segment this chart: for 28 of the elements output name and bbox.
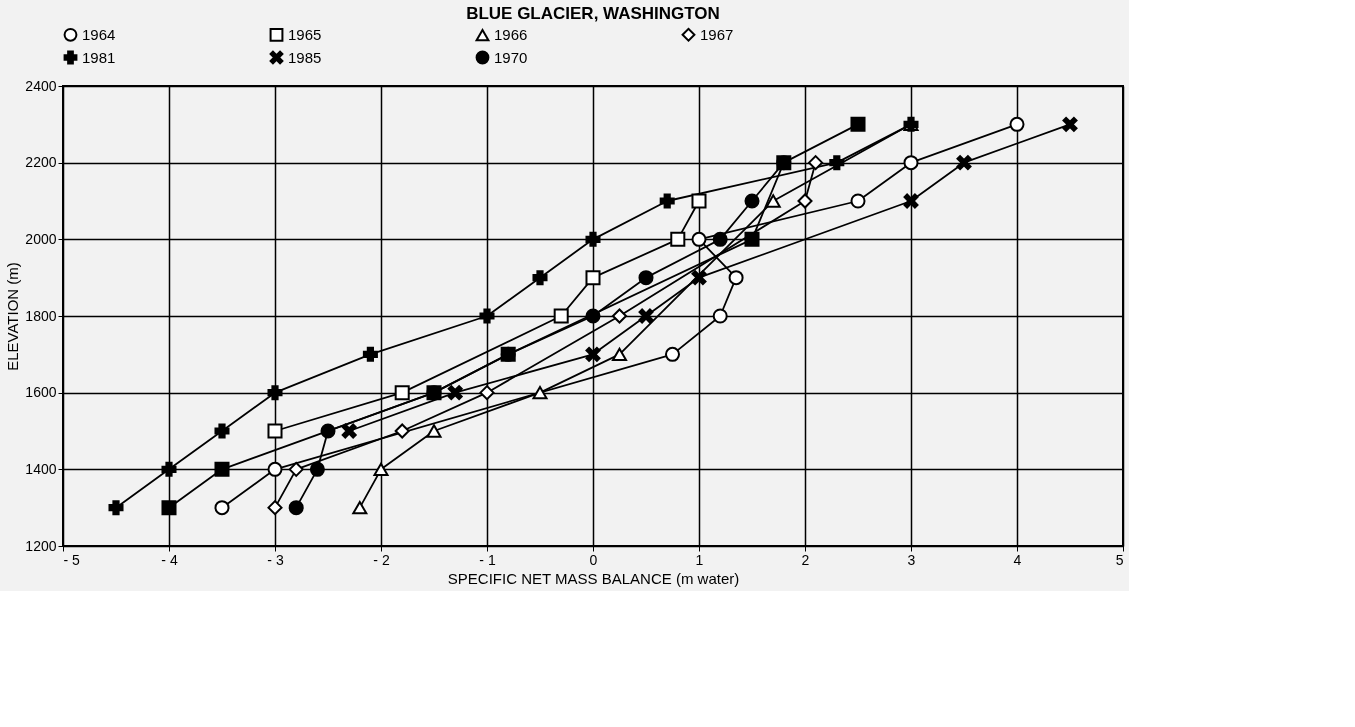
y-tick-label: 2400 bbox=[25, 77, 57, 94]
legend-label: 1985 bbox=[288, 48, 322, 66]
x-tick-label: 5 bbox=[1115, 551, 1124, 568]
x-tick-label: - 5 bbox=[63, 551, 81, 568]
legend-label: 1964 bbox=[82, 25, 116, 43]
y-axis-title: ELEVATION (m) bbox=[4, 262, 22, 371]
x-tick-label: 1 bbox=[695, 551, 704, 568]
x-tick-label: - 3 bbox=[267, 551, 284, 568]
legend-label: 1970 bbox=[494, 48, 528, 66]
y-tick-label: 1200 bbox=[25, 537, 57, 554]
y-tick-label: 2200 bbox=[25, 154, 57, 171]
legend-label: 1965 bbox=[288, 25, 322, 43]
x-tick-label: 4 bbox=[1013, 551, 1022, 568]
x-tick-label: - 1 bbox=[479, 551, 496, 568]
x-tick-label: 3 bbox=[907, 551, 916, 568]
x-tick-label: - 2 bbox=[373, 551, 390, 568]
x-tick-label: 2 bbox=[801, 551, 810, 568]
legend-label: 1981 bbox=[82, 48, 116, 66]
chart-title: BLUE GLACIER, WASHINGTON bbox=[466, 4, 720, 23]
legend-label: 1967 bbox=[700, 25, 734, 43]
y-tick-label: 1400 bbox=[25, 460, 57, 477]
y-tick-label: 1800 bbox=[25, 307, 57, 324]
x-axis-title: SPECIFIC NET MASS BALANCE (m water) bbox=[447, 569, 740, 587]
y-tick-label: 1600 bbox=[25, 384, 57, 401]
y-tick-label: 2000 bbox=[25, 230, 57, 247]
x-tick-label: 0 bbox=[589, 551, 598, 568]
legend-label: 1966 bbox=[494, 26, 528, 44]
x-tick-label: - 4 bbox=[161, 551, 178, 568]
